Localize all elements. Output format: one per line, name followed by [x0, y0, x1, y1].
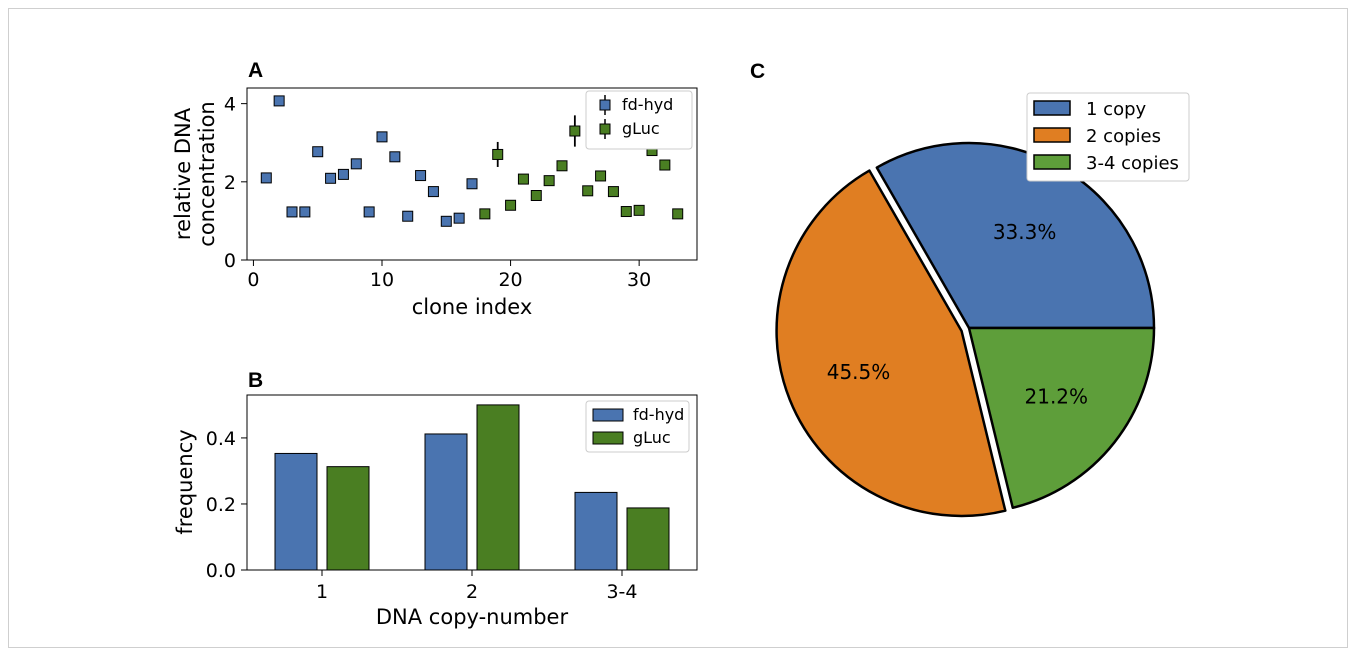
- point-gluc: [620, 206, 632, 218]
- panel-a-x-ticks: 0 10 20 30: [247, 260, 651, 291]
- legend-patch-1-copy: [1033, 100, 1071, 116]
- panel-c-letter: C: [750, 60, 765, 83]
- point-fd-hyd: [376, 131, 388, 143]
- point-gluc: [672, 208, 684, 220]
- legend-patch-3-4-copies: [1033, 154, 1071, 170]
- x-tick-label: 3-4: [606, 581, 637, 603]
- panel-b-bars: [274, 404, 670, 571]
- point-gluc: [530, 190, 542, 201]
- panel-c: C 33.3% 45.5% 21.2% 1 copy 2 copies 3-4 co…: [750, 60, 1190, 518]
- legend-patch-2-copies: [1033, 127, 1071, 143]
- panel-b-letter: B: [248, 369, 263, 392]
- panel-c-slices: 33.3% 45.5% 21.2%: [775, 141, 1156, 518]
- point-gluc: [556, 160, 568, 172]
- point-fd-hyd: [466, 178, 478, 190]
- point-fd-hyd: [415, 170, 427, 182]
- pie-slice: [775, 169, 1007, 518]
- point-fd-hyd: [440, 215, 452, 227]
- legend-label-3-4-copies: 3-4 copies: [1086, 153, 1179, 174]
- legend-label-1-copy: 1 copy: [1086, 99, 1147, 120]
- y-tick-label: 2: [224, 172, 236, 194]
- point-fd-hyd: [402, 210, 414, 222]
- legend-label-2-copies: 2 copies: [1086, 126, 1161, 147]
- point-fd-hyd: [299, 206, 311, 218]
- point-gluc: [595, 170, 607, 182]
- panel-a-y-ticks: 0 2 4: [224, 94, 247, 272]
- x-tick-label: 30: [627, 269, 651, 291]
- legend-label-gluc: gLuc: [633, 428, 671, 447]
- point-gluc: [543, 175, 555, 187]
- point-fd-hyd: [286, 206, 298, 218]
- pie-percent-label: 33.3%: [993, 220, 1057, 244]
- panel-a-points: [260, 95, 684, 227]
- x-tick-label: 20: [498, 269, 522, 291]
- point-gluc: [607, 186, 619, 198]
- point-gluc: [582, 185, 594, 197]
- y-tick-label: 0.2: [206, 494, 236, 516]
- panel-a-letter: A: [248, 59, 263, 82]
- bar-gluc: [326, 466, 370, 571]
- y-tick-label: 0.0: [206, 560, 236, 582]
- pie-percent-label: 45.5%: [827, 360, 891, 384]
- point-gluc: [505, 199, 517, 211]
- panel-b-x-ticks: 1 2 3-4: [316, 570, 638, 603]
- legend-label-fd-hyd: fd-hyd: [633, 405, 684, 424]
- legend-marker-fd-hyd: [599, 99, 611, 111]
- panel-a-axes-frame: [246, 87, 698, 261]
- x-tick-label: 1: [316, 581, 328, 603]
- point-gluc: [569, 125, 581, 137]
- point-gluc: [492, 148, 504, 160]
- panel-b-legend: fd-hyd gLuc: [585, 400, 690, 453]
- bar-gluc: [626, 507, 670, 571]
- figure: A 0 10 20 30 0 2 4 clone index relative DNA c…: [171, 59, 1190, 629]
- bar-fd-hyd: [274, 452, 318, 571]
- point-fd-hyd: [363, 206, 375, 218]
- point-gluc: [633, 204, 645, 216]
- y-tick-label: 0: [224, 250, 236, 272]
- legend-label-fd-hyd: fd-hyd: [622, 95, 673, 114]
- panel-a-y-label-line2: concentration: [195, 101, 219, 246]
- panel-b-y-label: frequency: [173, 429, 197, 534]
- panel-a: A 0 10 20 30 0 2 4 clone index relative DNA c…: [171, 59, 698, 319]
- bar-fd-hyd: [424, 433, 468, 571]
- point-fd-hyd: [427, 186, 439, 198]
- point-fd-hyd: [273, 95, 285, 107]
- pie-slice: [967, 326, 1156, 510]
- y-tick-label: 4: [224, 94, 236, 116]
- x-tick-label: 0: [247, 269, 259, 291]
- point-fd-hyd: [312, 146, 324, 158]
- legend-label-gluc: gLuc: [622, 119, 660, 138]
- point-fd-hyd: [337, 168, 349, 180]
- x-tick-label: 10: [370, 269, 394, 291]
- point-gluc: [479, 208, 491, 220]
- x-tick-label: 2: [466, 581, 478, 603]
- panel-b-x-label: DNA copy-number: [376, 605, 569, 629]
- point-fd-hyd: [389, 151, 401, 163]
- point-fd-hyd: [350, 158, 362, 170]
- bar-fd-hyd: [574, 491, 618, 571]
- point-fd-hyd: [453, 212, 465, 224]
- y-tick-label: 0.4: [206, 428, 236, 450]
- point-gluc: [659, 159, 671, 171]
- point-fd-hyd: [325, 172, 337, 184]
- panel-b: B 1 2 3-4 0.0 0.2 0.4 DNA copy-number freque…: [173, 369, 698, 629]
- panel-a-legend: fd-hyd gLuc: [585, 90, 693, 150]
- legend-patch-gluc: [592, 431, 624, 445]
- legend-patch-fd-hyd: [592, 408, 624, 422]
- panel-a-y-label-line1: relative DNA: [171, 107, 195, 240]
- point-gluc: [517, 173, 529, 185]
- bar-gluc: [476, 404, 520, 571]
- legend-marker-gluc: [599, 123, 611, 135]
- panel-b-y-ticks: 0.0 0.2 0.4: [206, 428, 247, 582]
- panel-c-legend: 1 copy 2 copies 3-4 copies: [1026, 92, 1190, 182]
- point-fd-hyd: [260, 172, 272, 184]
- pie-percent-label: 21.2%: [1025, 385, 1089, 409]
- panel-a-legend-box: [585, 90, 693, 150]
- panel-a-x-label: clone index: [412, 295, 533, 319]
